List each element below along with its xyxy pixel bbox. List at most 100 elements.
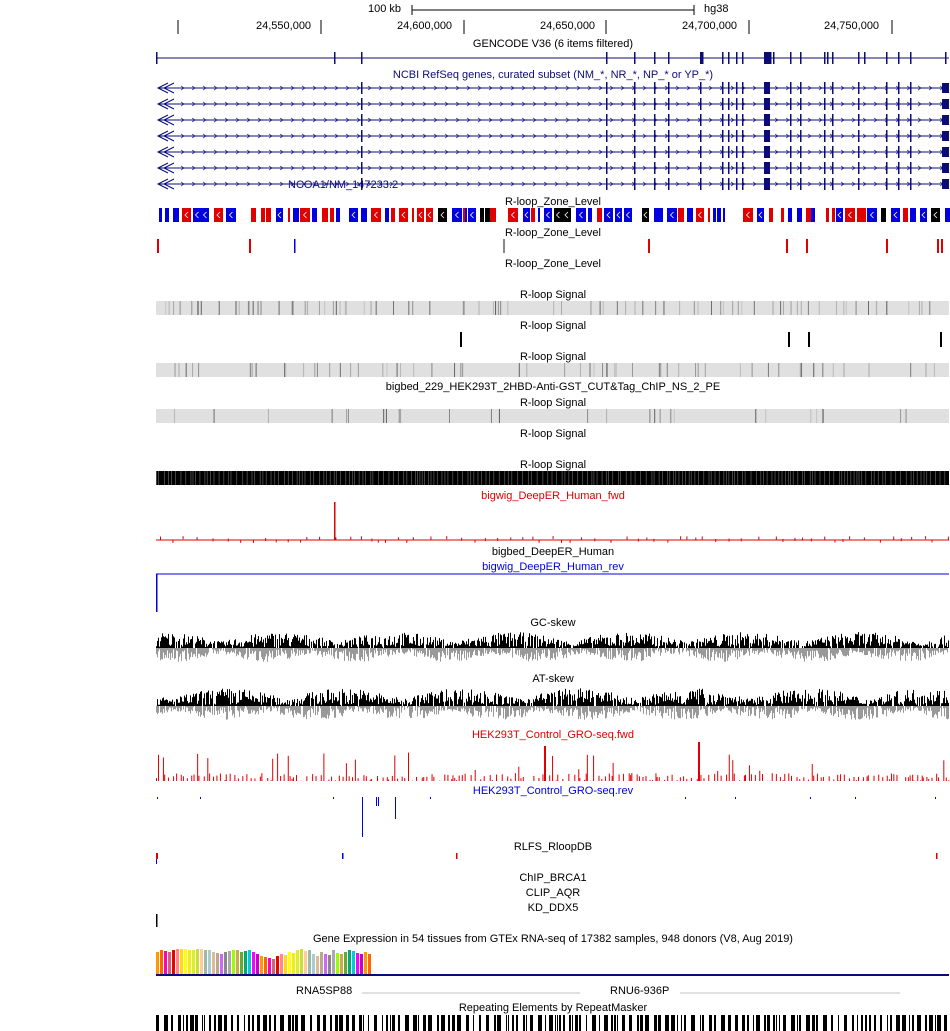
- skew-neg: [395, 648, 396, 655]
- skew-neg: [822, 648, 823, 656]
- track-label-gc-skew[interactable]: GC-skew: [530, 617, 576, 629]
- skew-neg: [331, 648, 332, 656]
- track-label-rloop-signal[interactable]: R-loop Signal: [519, 320, 587, 332]
- signal-tick: [801, 471, 803, 485]
- refseq-exon: [728, 98, 730, 110]
- gene-label[interactable]: RNA5SP88: [296, 985, 353, 997]
- skew-neg: [480, 648, 481, 656]
- signal-tick: [732, 301, 734, 315]
- track-label-rloop-signal[interactable]: R-loop Signal: [519, 289, 587, 301]
- skew-neg: [889, 648, 890, 653]
- skew-neg: [745, 648, 746, 654]
- track-label-rloop-signal[interactable]: R-loop Signal: [519, 428, 587, 440]
- track-label-clip-aqr[interactable]: CLIP_AQR: [525, 887, 581, 899]
- repeat-element: [413, 1015, 417, 1031]
- strand-chevron: [246, 165, 251, 171]
- skew-neg: [526, 706, 527, 712]
- skew-neg: [807, 706, 808, 712]
- skew-pos: [736, 701, 737, 706]
- track-label-rloop-zone[interactable]: R-loop_Zone_Level: [504, 227, 601, 239]
- gro-fwd-bar: [586, 754, 588, 781]
- track-label-deeper-bigbed[interactable]: bigbed_DeepER_Human: [491, 546, 615, 558]
- gtex-tissue-bar: [280, 954, 283, 974]
- skew-neg: [383, 648, 384, 654]
- gtex-tissue-bar: [308, 950, 311, 974]
- skew-pos: [359, 699, 360, 706]
- signal-tick: [753, 301, 755, 315]
- skew-neg: [456, 706, 457, 711]
- skew-pos: [612, 642, 613, 648]
- track-label-gro-fwd[interactable]: HEK293T_Control_GRO-seq.fwd: [471, 729, 634, 741]
- skew-neg: [317, 706, 318, 715]
- gro-fwd-bar: [408, 752, 410, 781]
- track-label-deeper-rev[interactable]: bigwig_DeepER_Human_rev: [482, 561, 624, 573]
- refseq-exon: [668, 130, 670, 142]
- track-label-rloop-zone[interactable]: R-loop_Zone_Level: [504, 196, 601, 208]
- strand-chevron: [224, 85, 229, 91]
- signal-tick: [723, 471, 725, 485]
- refseq-exon: [790, 98, 792, 110]
- track-label-rloop-zone[interactable]: R-loop_Zone_Level: [504, 258, 601, 270]
- skew-pos: [504, 697, 505, 706]
- skew-neg: [877, 706, 878, 718]
- signal-tick: [357, 363, 359, 377]
- strand-chevron: [257, 181, 262, 187]
- track-label-at-skew[interactable]: AT-skew: [532, 673, 574, 685]
- skew-pos: [429, 693, 430, 706]
- track-label-gro-rev[interactable]: HEK293T_Control_GRO-seq.rev: [472, 785, 634, 797]
- skew-neg: [790, 648, 791, 653]
- gene-label[interactable]: RNU6-936P: [610, 985, 670, 997]
- track-label-chip-brca1[interactable]: ChIP_BRCA1: [519, 872, 587, 884]
- refseq-item-label[interactable]: NCOA1/NM_147233.2: [288, 179, 399, 191]
- skew-neg: [570, 648, 571, 656]
- skew-pos: [637, 703, 638, 706]
- strand-chevron: [367, 133, 372, 139]
- signal-tick: [192, 363, 194, 377]
- signal-tick: [596, 471, 598, 485]
- skew-neg: [800, 648, 801, 659]
- skew-neg: [712, 648, 713, 652]
- zone-block: [832, 208, 835, 222]
- zone-block: [414, 208, 416, 222]
- gro-fwd-bar: [593, 755, 595, 781]
- gro-fwd-bar: [287, 755, 289, 781]
- skew-pos: [486, 641, 487, 648]
- track-label-rloop-signal[interactable]: R-loop Signal: [519, 351, 587, 363]
- skew-neg: [512, 706, 513, 708]
- skew-pos: [386, 699, 387, 706]
- track-label-deeper-fwd[interactable]: bigwig_DeepER_Human_fwd: [481, 490, 625, 502]
- track-label-cut-tag[interactable]: bigbed_229_HEK293T_2HBD-Anti-GST_CUT&Tag…: [385, 381, 721, 393]
- skew-neg: [461, 648, 462, 661]
- skew-neg: [802, 648, 803, 657]
- skew-neg: [782, 648, 783, 653]
- skew-pos: [744, 645, 745, 648]
- track-label-gencode[interactable]: GENCODE V36 (6 items filtered): [472, 38, 634, 50]
- track-label-gtex[interactable]: Gene Expression in 54 tissues from GTEx …: [313, 933, 793, 945]
- skew-neg: [815, 648, 816, 657]
- skew-neg: [650, 648, 651, 657]
- skew-pos: [499, 696, 500, 706]
- track-label-repeatmasker[interactable]: Repeating Elements by RepeatMasker: [458, 1002, 648, 1014]
- skew-neg: [455, 706, 456, 710]
- skew-pos: [911, 643, 912, 648]
- repeat-element: [549, 1015, 553, 1031]
- track-label-rloop-signal[interactable]: R-loop Signal: [519, 459, 587, 471]
- skew-neg: [470, 706, 471, 714]
- skew-neg: [466, 706, 467, 713]
- skew-pos: [223, 691, 224, 706]
- track-label-refseq[interactable]: NCBI RefSeq genes, curated subset (NM_*,…: [392, 69, 714, 81]
- skew-neg: [325, 706, 326, 719]
- skew-pos: [311, 641, 312, 648]
- skew-pos: [736, 645, 737, 648]
- skew-pos: [438, 644, 439, 648]
- refseq-exon: [832, 114, 834, 126]
- track-label-kd-ddx5[interactable]: KD_DDX5: [527, 902, 579, 914]
- skew-pos: [465, 644, 466, 648]
- strand-chevron: [587, 165, 592, 171]
- gro-fwd-bar: [342, 776, 344, 781]
- track-label-rloop-signal[interactable]: R-loop Signal: [519, 397, 587, 409]
- skew-neg: [884, 706, 885, 711]
- skew-neg: [383, 706, 384, 713]
- track-label-rlfs[interactable]: RLFS_RloopDB: [513, 841, 593, 853]
